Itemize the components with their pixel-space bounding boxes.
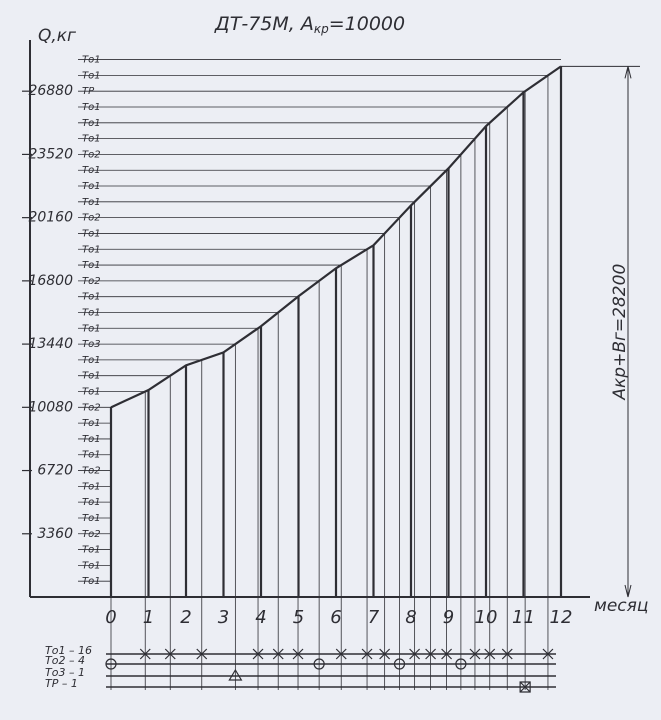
legend-label: ТР – 1 xyxy=(45,677,78,690)
service-label: То1 xyxy=(82,292,101,303)
service-label: То2 xyxy=(82,276,101,287)
service-marker xyxy=(335,648,347,660)
service-marker xyxy=(292,648,304,660)
service-label: То3 xyxy=(82,339,101,350)
service-label: То1 xyxy=(82,371,101,382)
service-label: ТР xyxy=(82,86,95,97)
x-tick-label: 4 xyxy=(255,607,266,628)
y-tick-label: 3360 xyxy=(37,526,73,542)
x-tick-label: 6 xyxy=(330,607,341,628)
service-marker xyxy=(139,648,151,660)
service-label: То1 xyxy=(82,197,101,208)
x-tick-label: 8 xyxy=(405,607,416,628)
service-marker xyxy=(164,648,176,660)
service-label: То1 xyxy=(82,260,101,271)
service-label: То1 xyxy=(82,55,101,66)
service-label: То2 xyxy=(82,529,101,540)
service-marker xyxy=(469,648,481,660)
service-label: То1 xyxy=(82,434,101,445)
y-tick-label: 13440 xyxy=(28,336,73,352)
x-tick-label: 7 xyxy=(368,607,380,628)
title-rest: =10000 xyxy=(329,13,405,35)
service-label: То1 xyxy=(82,134,101,145)
y-tick-label: 20160 xyxy=(28,210,73,226)
service-label: То1 xyxy=(82,181,101,192)
service-label: То1 xyxy=(82,70,101,81)
service-label: То1 xyxy=(82,387,101,398)
service-marker xyxy=(441,648,453,660)
service-marker xyxy=(542,648,554,660)
service-marker xyxy=(425,648,437,660)
service-label: То1 xyxy=(82,307,101,318)
service-label: То1 xyxy=(82,560,101,571)
chart-title: ДТ-75М, Акр=10000 xyxy=(214,13,405,36)
service-label: То2 xyxy=(82,402,101,413)
y-tick-label: 6720 xyxy=(37,463,73,479)
y-tick-label: 10080 xyxy=(28,399,73,415)
y-tick-label: 26880 xyxy=(28,83,73,99)
service-label: То1 xyxy=(82,418,101,429)
service-label: То1 xyxy=(82,118,101,129)
service-label: То1 xyxy=(82,165,101,176)
service-label: То1 xyxy=(82,244,101,255)
service-marker xyxy=(105,658,117,670)
service-marker xyxy=(484,648,496,660)
service-label: То1 xyxy=(82,228,101,239)
service-label: То1 xyxy=(82,545,101,556)
title-main: ДТ-75М, А xyxy=(214,13,314,35)
service-label: То2 xyxy=(82,213,101,224)
service-marker xyxy=(228,668,243,681)
service-label: То2 xyxy=(82,466,101,477)
service-label: То1 xyxy=(82,323,101,334)
y-tick-label: 16800 xyxy=(28,273,73,289)
service-label: То1 xyxy=(82,355,101,366)
x-tick-label: 1 xyxy=(143,607,154,628)
x-tick-label: 3 xyxy=(218,607,229,628)
x-tick-label: 2 xyxy=(180,607,191,628)
title-sub: кр xyxy=(314,22,329,36)
service-label: То1 xyxy=(82,513,101,524)
x-tick-label: 12 xyxy=(550,607,573,628)
service-label: То1 xyxy=(82,481,101,492)
x-axis-label: месяц xyxy=(594,596,648,616)
service-marker xyxy=(272,648,284,660)
service-marker xyxy=(313,658,325,670)
dimension-arrow xyxy=(624,66,632,598)
service-marker xyxy=(379,648,391,660)
service-marker xyxy=(501,648,513,660)
service-marker xyxy=(393,658,406,670)
legend-label: То2 – 4 xyxy=(45,654,85,667)
y-axis-label: Q,кг xyxy=(38,26,76,46)
x-tick-label: 0 xyxy=(105,607,116,628)
service-marker xyxy=(519,681,531,693)
dimension-label: Акр+Вг=28200 xyxy=(610,264,630,401)
service-label: То1 xyxy=(82,576,101,587)
service-marker xyxy=(455,658,467,670)
x-tick-label: 9 xyxy=(443,607,454,628)
x-tick-label: 10 xyxy=(475,607,498,628)
service-marker xyxy=(196,648,208,660)
service-marker xyxy=(409,648,421,660)
x-tick-label: 11 xyxy=(512,607,535,628)
consumption-curve xyxy=(110,65,562,409)
y-tick-label: 23520 xyxy=(28,146,73,162)
legend-label: То1 – 16 xyxy=(45,644,92,657)
x-tick-label: 5 xyxy=(293,607,304,628)
service-label: То2 xyxy=(82,149,101,160)
service-label: То1 xyxy=(82,497,101,508)
service-marker xyxy=(361,648,373,660)
legend-label: То3 – 1 xyxy=(45,666,85,679)
service-label: То1 xyxy=(82,102,101,113)
service-label: То1 xyxy=(82,450,101,461)
service-marker xyxy=(252,648,264,660)
